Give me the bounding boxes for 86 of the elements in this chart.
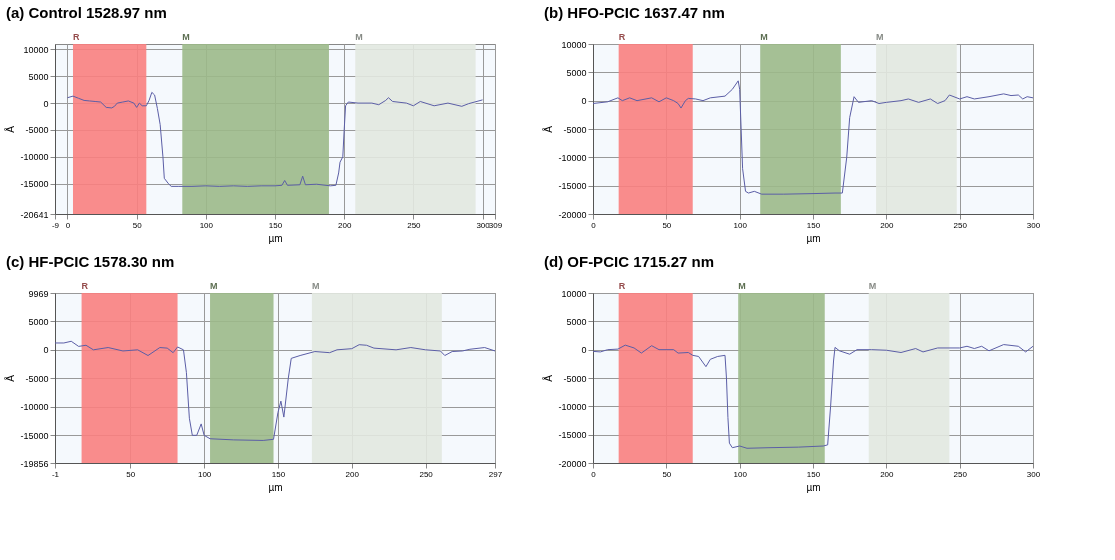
- x-tick-label: 250: [953, 469, 968, 479]
- y-tick-label: -20641: [20, 209, 49, 220]
- x-tick-label: 150: [271, 469, 286, 479]
- x-tick-label: 100: [733, 469, 748, 479]
- x-tick-label: 300: [1026, 469, 1041, 479]
- x-tick-label: 200: [338, 220, 352, 230]
- y-axis-title: Å: [4, 125, 17, 133]
- x-tick-label: 250: [953, 220, 968, 230]
- x-tick-label: 150: [806, 220, 821, 230]
- x-tick-label: 0: [591, 469, 597, 479]
- line-series: [54, 340, 496, 441]
- y-axis-title: Å: [4, 374, 17, 382]
- y-tick-label: -5000: [25, 373, 49, 384]
- x-tick-label: 100: [733, 220, 748, 230]
- band-label: M: [868, 281, 877, 291]
- band-label: R: [72, 32, 80, 42]
- x-tick-label: 150: [806, 469, 821, 479]
- y-tick-label: -19856: [20, 458, 49, 469]
- y-tick-label: -5000: [25, 125, 49, 136]
- x-tick-label: 50: [662, 469, 672, 479]
- y-tick-label: 0: [43, 345, 49, 356]
- x-tick-label: 309: [488, 220, 503, 230]
- band-label: M: [876, 32, 884, 42]
- band-label: R: [81, 281, 89, 291]
- y-tick-label: 5000: [566, 67, 587, 78]
- y-tick-label: -10000: [20, 152, 49, 163]
- band-label: M: [182, 32, 190, 42]
- y-tick-label: 10000: [561, 39, 587, 50]
- chart-title: (c) HF-PCIC 1578.30 nm: [5, 253, 175, 270]
- x-tick-label: 50: [132, 220, 143, 230]
- y-tick-label: -20000: [558, 209, 587, 220]
- band-label: M: [760, 32, 768, 42]
- chart-title: (a) Control 1528.97 nm: [5, 4, 167, 21]
- y-tick-label: -10000: [20, 402, 49, 413]
- y-tick-label: 9969: [28, 288, 49, 299]
- y-tick-label: 0: [581, 96, 587, 107]
- x-tick-label: 250: [419, 469, 434, 479]
- y-axis-title: Å: [542, 125, 555, 133]
- band-label: M: [311, 281, 320, 291]
- band-label: M: [210, 281, 218, 291]
- x-axis-title: µm: [806, 232, 821, 244]
- x-tick-label: 50: [126, 469, 136, 479]
- y-tick-label: 0: [43, 98, 49, 109]
- x-tick-label: 50: [662, 220, 672, 230]
- x-tick-label: 0: [65, 220, 71, 230]
- x-tick-label: 200: [345, 469, 360, 479]
- x-tick-label: 200: [880, 469, 895, 479]
- x-axis-title: µm: [268, 232, 283, 244]
- band-label: R: [618, 32, 626, 42]
- y-axis-title: Å: [542, 374, 555, 382]
- line-series: [592, 344, 1034, 449]
- y-tick-label: -15000: [20, 430, 49, 441]
- y-tick-label: 0: [581, 345, 587, 356]
- y-tick-label: 5000: [566, 316, 587, 327]
- y-tick-label: -15000: [558, 181, 587, 192]
- y-tick-label: 5000: [28, 316, 49, 327]
- chart-title: (b) HFO-PCIC 1637.47 nm: [543, 4, 725, 21]
- x-axis-title: µm: [268, 481, 283, 493]
- x-tick-label: 150: [268, 220, 283, 230]
- line-series: [66, 91, 484, 187]
- y-tick-label: -15000: [558, 430, 587, 441]
- y-tick-label: -15000: [20, 179, 49, 190]
- x-tick-label: -9: [51, 220, 60, 230]
- x-tick-label: 300: [1026, 220, 1041, 230]
- y-tick-label: -5000: [563, 373, 587, 384]
- y-tick-label: -10000: [558, 152, 587, 163]
- x-tick-label: 100: [197, 469, 212, 479]
- chart-title: (d) OF-PCIC 1715.27 nm: [543, 253, 715, 270]
- x-tick-label: -1: [51, 469, 60, 479]
- x-axis-title: µm: [806, 481, 821, 493]
- y-tick-label: -10000: [558, 401, 587, 412]
- x-tick-label: 297: [488, 469, 503, 479]
- x-tick-label: 0: [591, 220, 597, 230]
- y-tick-label: 10000: [23, 44, 49, 55]
- y-tick-label: -20000: [558, 458, 587, 469]
- x-tick-label: 200: [880, 220, 895, 230]
- x-tick-label: 300: [476, 220, 491, 230]
- band-label: M: [355, 32, 363, 42]
- band-label: M: [738, 281, 746, 291]
- y-tick-label: -5000: [563, 124, 587, 135]
- line-series: [592, 80, 1034, 195]
- x-tick-label: 250: [407, 220, 422, 230]
- y-tick-label: 10000: [561, 288, 587, 299]
- y-tick-label: 5000: [28, 71, 49, 82]
- band-label: R: [618, 281, 626, 291]
- x-tick-label: 100: [199, 220, 214, 230]
